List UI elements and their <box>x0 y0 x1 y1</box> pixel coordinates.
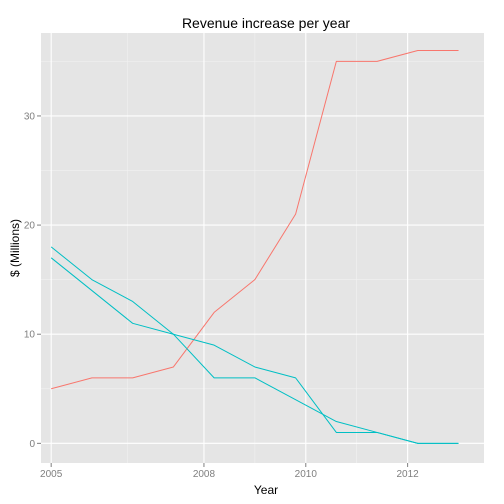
plot-panel <box>41 33 484 463</box>
chart-title: Revenue increase per year <box>182 15 350 31</box>
x-tick-label: 2010 <box>295 469 318 480</box>
y-tick-label: 20 <box>24 221 36 232</box>
x-tick-label: 2005 <box>40 469 63 480</box>
x-axis-title: Year <box>254 483 278 497</box>
y-axis-title: $ (Millions) <box>8 219 22 277</box>
series-layer <box>50 49 459 444</box>
y-tick-label: 30 <box>24 111 36 122</box>
y-axis: 0 10 20 30 <box>24 111 41 450</box>
x-axis: 2005 2008 2010 2012 <box>40 463 419 480</box>
y-tick-label: 10 <box>24 330 36 341</box>
y-tick-label: 0 <box>29 439 35 450</box>
x-tick-label: 2012 <box>396 469 419 480</box>
minor-gridlines <box>41 33 484 463</box>
series-line-3 <box>50 257 459 444</box>
x-tick-label: 2008 <box>193 469 216 480</box>
series-line-1 <box>51 49 459 390</box>
